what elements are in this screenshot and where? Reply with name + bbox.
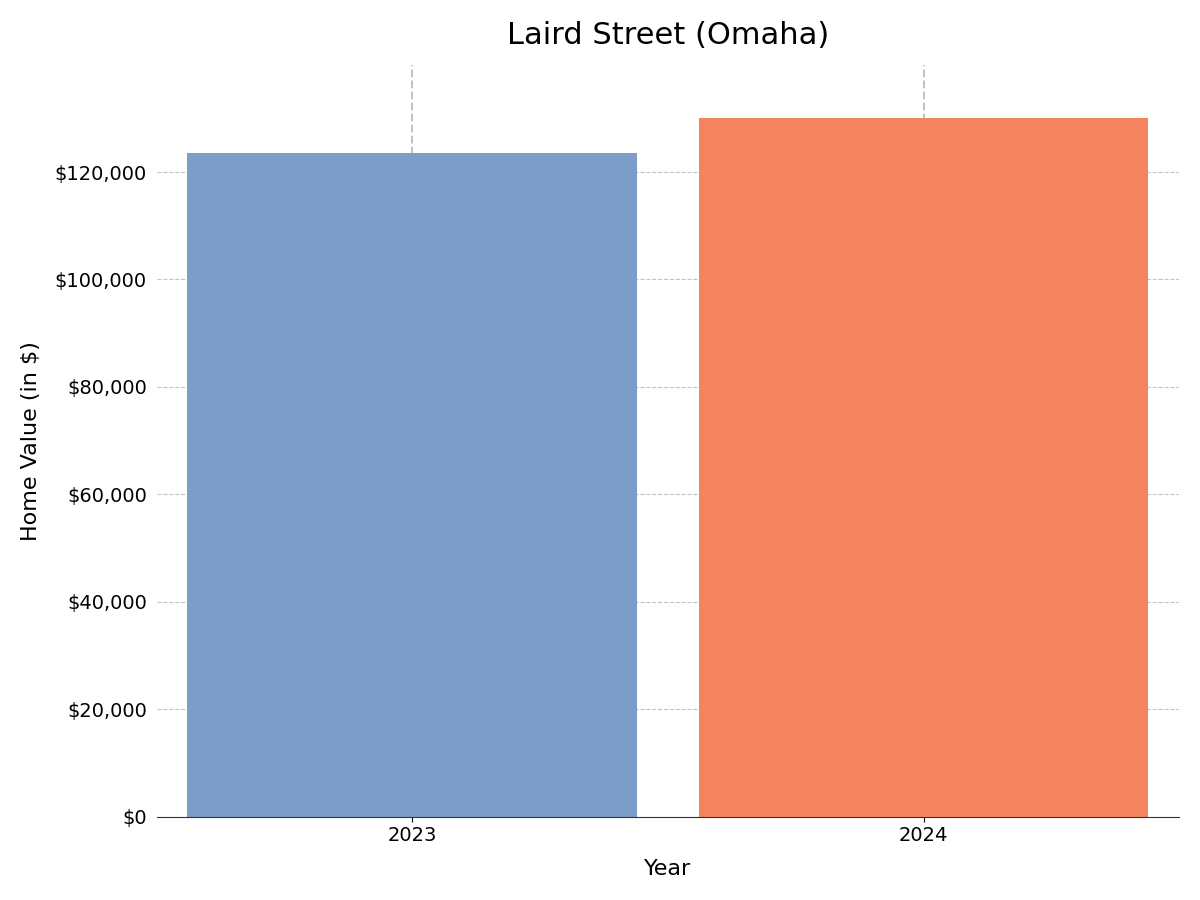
X-axis label: Year: Year — [644, 860, 691, 879]
Bar — [187, 153, 637, 816]
Y-axis label: Home Value (in $): Home Value (in $) — [20, 341, 41, 541]
Bar — [698, 119, 1148, 816]
Title: Laird Street (Omaha): Laird Street (Omaha) — [506, 21, 829, 50]
